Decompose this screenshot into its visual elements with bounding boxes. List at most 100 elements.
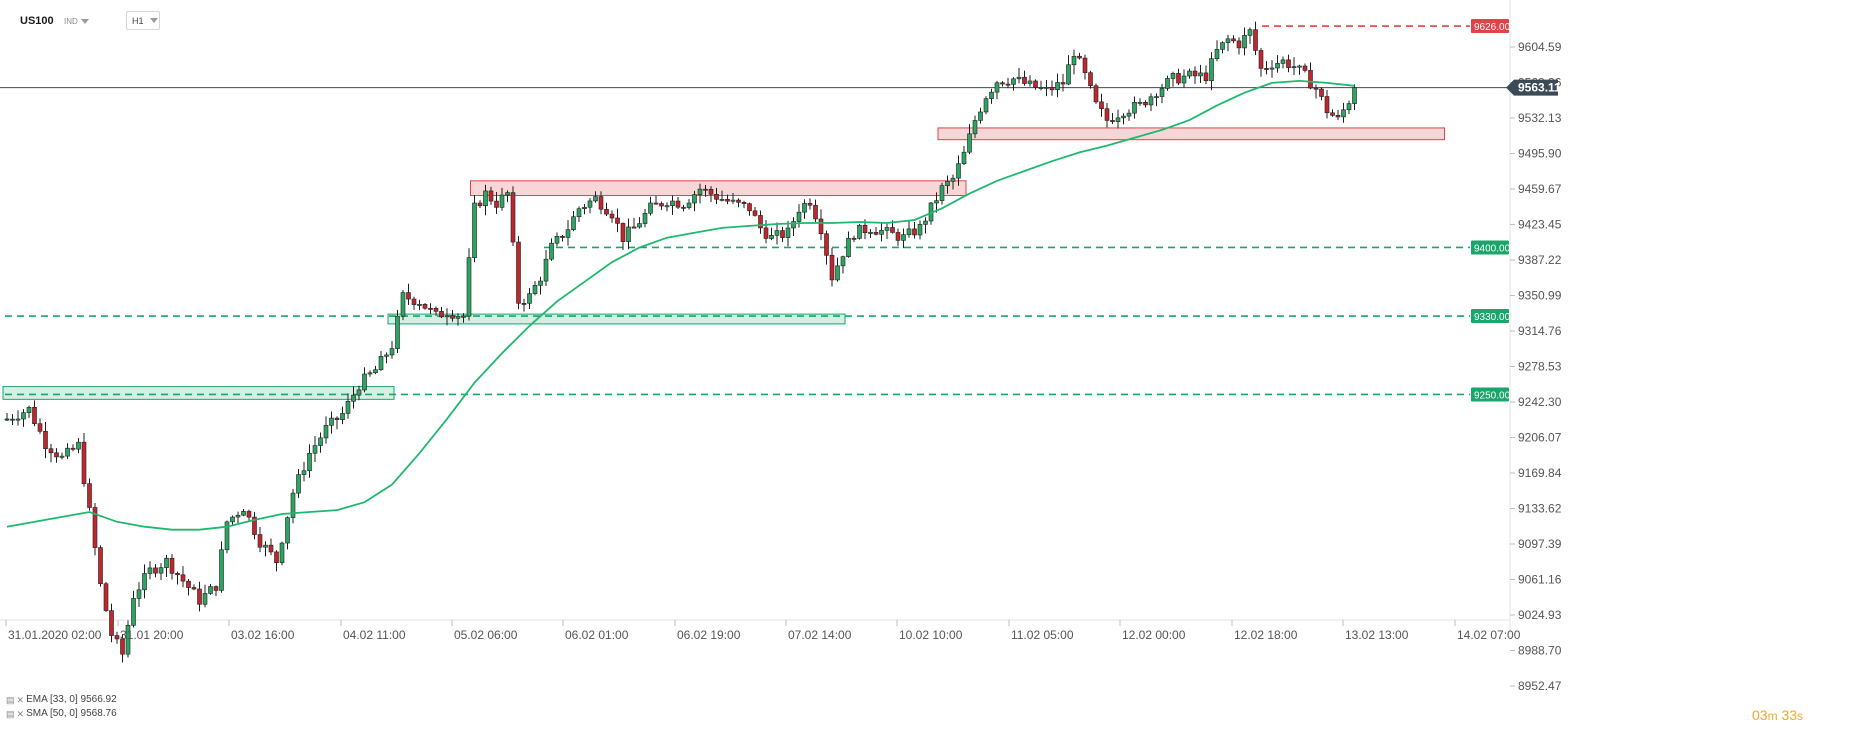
- candle-body: [54, 452, 59, 458]
- candle-body: [824, 233, 829, 256]
- candle-body: [417, 303, 422, 306]
- x-tick-label: 05.02 06:00: [454, 628, 518, 642]
- candle-body: [1236, 40, 1242, 49]
- countdown-seconds-unit: s: [1797, 709, 1804, 723]
- symbol-type-selector[interactable]: IND: [64, 17, 89, 26]
- candle-body: [807, 202, 813, 206]
- candle-body: [4, 418, 10, 421]
- ema-legend-row[interactable]: ▤ ✕ EMA [33, 0] 9566.92: [6, 693, 117, 707]
- candle-body: [164, 557, 169, 568]
- candle-body: [763, 227, 769, 239]
- candle-body: [158, 567, 164, 574]
- candle-body: [1275, 63, 1280, 69]
- candle-body: [109, 610, 114, 636]
- symbol-name[interactable]: US100: [20, 15, 54, 27]
- candle-body: [505, 192, 510, 196]
- sma-line: [6, 79, 1355, 531]
- candle-body: [1302, 65, 1308, 71]
- candle-body: [103, 583, 109, 611]
- candle-body: [323, 425, 329, 439]
- symbol-type-label: IND: [64, 17, 78, 26]
- candle-body: [1159, 88, 1165, 97]
- candle-body: [147, 567, 153, 574]
- candle-body: [367, 372, 373, 375]
- countdown-minutes: 03: [1752, 707, 1768, 723]
- candle-body: [1286, 59, 1291, 68]
- timeframe-select[interactable]: H1: [126, 11, 160, 30]
- support-resistance-zones: [2, 127, 1445, 400]
- candle-body: [268, 544, 274, 553]
- candle-body: [989, 91, 994, 99]
- candle-body: [1324, 96, 1330, 114]
- candle-body: [499, 194, 505, 208]
- candle-body: [1115, 117, 1121, 122]
- candle-body: [340, 413, 345, 420]
- candle-body: [411, 298, 417, 305]
- candle-body: [1077, 55, 1082, 59]
- candle-body: [345, 400, 351, 414]
- x-tick-label: 14.02 07:00: [1457, 628, 1521, 642]
- candle-body: [890, 227, 895, 233]
- close-icon[interactable]: ✕: [16, 695, 24, 705]
- candle-body: [37, 423, 43, 432]
- candle-body: [334, 417, 340, 420]
- candle-body: [466, 257, 472, 317]
- price-zone: [470, 180, 967, 197]
- candle-body: [296, 474, 301, 494]
- candle-body: [846, 237, 851, 257]
- candle-body: [186, 580, 191, 588]
- x-tick-label: 11.02 05:00: [1011, 628, 1074, 642]
- settings-icon[interactable]: ▤: [6, 695, 14, 705]
- candle-body: [301, 470, 307, 475]
- candle-body: [136, 589, 142, 599]
- price-level-tag: [1471, 309, 1509, 324]
- x-tick-label: 12.02 00:00: [1122, 628, 1186, 642]
- candle-body: [565, 229, 571, 238]
- candle-body: [1143, 101, 1148, 106]
- candle-body: [191, 587, 197, 590]
- close-icon[interactable]: ✕: [16, 709, 24, 719]
- candle-body: [961, 151, 967, 164]
- candle-body: [593, 196, 598, 202]
- candle-body: [1148, 96, 1154, 106]
- candle-body: [527, 293, 532, 304]
- y-tick-label: 9387.22: [1518, 253, 1562, 267]
- candle-body: [1060, 82, 1066, 85]
- candle-body: [1016, 76, 1022, 80]
- settings-icon[interactable]: ▤: [6, 709, 14, 719]
- x-tick-label: 03.02 16:00: [231, 628, 295, 642]
- candle-body: [362, 373, 367, 391]
- candle-body: [318, 437, 323, 446]
- candle-body: [202, 593, 208, 605]
- candle-body: [246, 511, 252, 518]
- candle-body: [697, 188, 703, 195]
- price-zone: [937, 127, 1445, 141]
- candle-body: [1132, 102, 1137, 114]
- candle-body: [406, 292, 411, 300]
- candle-body: [1352, 87, 1357, 104]
- candle-body: [510, 192, 516, 243]
- sma-legend-row[interactable]: ▤ ✕ SMA [50, 0] 9568.76: [6, 707, 117, 721]
- candle-body: [1093, 85, 1099, 103]
- candle-body: [1000, 82, 1005, 85]
- candle-body: [87, 483, 92, 508]
- candle-body: [230, 516, 235, 523]
- candle-body: [862, 224, 868, 234]
- x-tick-label: 12.02 18:00: [1234, 628, 1298, 642]
- candle-body: [263, 544, 268, 548]
- candle-body: [1209, 58, 1214, 82]
- current-price-label: 9563.11: [1518, 81, 1561, 95]
- candle-body: [604, 208, 609, 215]
- x-tick-label: 06.02 19:00: [677, 628, 741, 642]
- candle-body: [895, 232, 901, 241]
- candle-body: [1022, 76, 1027, 84]
- candle-body: [873, 232, 879, 235]
- candle-body: [153, 567, 158, 574]
- candle-body: [378, 356, 384, 370]
- candle-body: [554, 236, 560, 244]
- candle-body: [180, 574, 186, 582]
- candle-body: [1049, 86, 1055, 91]
- candle-body: [224, 521, 230, 551]
- candle-body: [730, 199, 736, 202]
